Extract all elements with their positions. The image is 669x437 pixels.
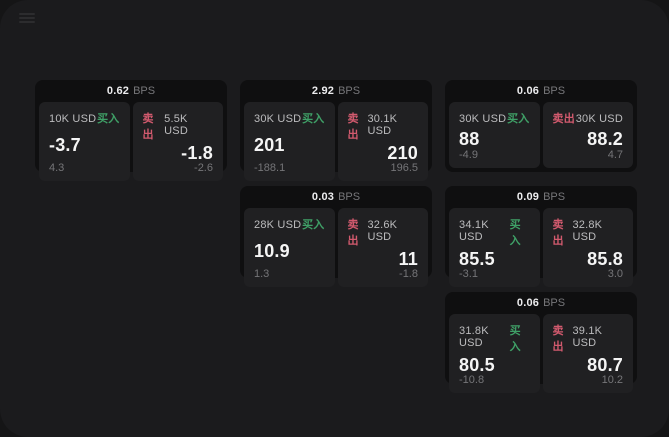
- buy-price: 80.5: [459, 355, 495, 375]
- bps-unit-label: BPS: [543, 297, 566, 309]
- quote-cards-grid: 0.62 BPS 10K USD 买入 -3.7 4.3 卖出 5.5K USD: [35, 80, 637, 393]
- buy-sub-value: -188.1: [254, 162, 286, 174]
- bps-unit-label: BPS: [338, 191, 361, 203]
- buy-side-label: 买入: [507, 113, 530, 125]
- card-header: 0.03 BPS: [244, 186, 428, 208]
- sell-amount: 39.1K USD: [572, 325, 603, 349]
- buy-side-label: 买入: [97, 113, 120, 125]
- quote-card: 2.92 BPS 30K USD 买入 201 -188.1 卖出 30.1K …: [240, 80, 432, 181]
- buy-side-label: 买入: [302, 219, 325, 231]
- buy-price: 88: [459, 128, 480, 149]
- sell-side-label: 卖出: [552, 219, 564, 247]
- sell-amount: 30K USD: [575, 113, 623, 125]
- buy-price: 201: [254, 135, 285, 155]
- sell-panel[interactable]: 卖出 32.6K USD 11 -1.8: [337, 208, 428, 287]
- bps-value: 2.92: [311, 85, 335, 97]
- sell-sub-value: 10.2: [601, 374, 623, 386]
- bps-unit-label: BPS: [338, 85, 361, 97]
- buy-amount: 34.1K USD: [459, 219, 489, 243]
- buy-sub-value: -10.8: [459, 374, 485, 386]
- sell-side-label: 卖出: [347, 219, 359, 247]
- sell-price: 210: [387, 143, 418, 163]
- hamburger-menu-icon[interactable]: [19, 11, 35, 25]
- buy-amount: 30K USD: [254, 113, 302, 125]
- card-header: 0.62 BPS: [39, 80, 223, 102]
- bps-unit-label: BPS: [543, 85, 566, 97]
- sell-sub-value: -2.6: [194, 162, 213, 174]
- sell-sub-value: 3.0: [607, 268, 623, 280]
- sell-price: 88.2: [587, 128, 623, 149]
- sell-panel[interactable]: 卖出 32.8K USD 85.8 3.0: [542, 208, 633, 287]
- sell-panel[interactable]: 卖出 5.5K USD -1.8 -2.6: [132, 102, 223, 181]
- buy-amount: 31.8K USD: [459, 325, 489, 349]
- sell-side-label: 卖出: [142, 113, 154, 141]
- quote-card: 0.62 BPS 10K USD 买入 -3.7 4.3 卖出 5.5K USD: [35, 80, 227, 181]
- sell-price: 11: [398, 249, 418, 269]
- sell-sub-value: -1.8: [399, 268, 418, 280]
- buy-price: 85.5: [459, 249, 495, 269]
- buy-panel[interactable]: 30K USD 买入 201 -188.1: [244, 102, 335, 181]
- bps-unit-label: BPS: [133, 85, 156, 97]
- sell-amount: 5.5K USD: [164, 113, 188, 137]
- sell-panel[interactable]: 卖出 39.1K USD 80.7 10.2: [542, 314, 633, 393]
- quote-card: 0.03 BPS 28K USD 买入 10.9 1.3 卖出 32.6K US…: [240, 186, 432, 287]
- buy-sub-value: -3.1: [459, 268, 478, 280]
- sell-sub-value: 196.5: [390, 162, 418, 174]
- bps-value: 0.62: [106, 85, 130, 97]
- buy-side-label: 买入: [509, 325, 521, 353]
- sell-side-label: 卖出: [347, 113, 359, 141]
- sell-sub-value: 4.7: [607, 149, 623, 161]
- buy-amount: 30K USD: [459, 113, 507, 125]
- bps-value: 0.06: [516, 85, 540, 97]
- card-header: 2.92 BPS: [244, 80, 428, 102]
- buy-sub-value: 1.3: [254, 268, 270, 280]
- buy-sub-value: 4.3: [49, 162, 65, 174]
- buy-panel[interactable]: 31.8K USD 买入 80.5 -10.8: [449, 314, 540, 393]
- sell-amount: 32.8K USD: [572, 219, 603, 243]
- sell-price: 85.8: [587, 249, 623, 269]
- sell-side-label: 卖出: [552, 113, 575, 125]
- buy-side-label: 买入: [302, 113, 325, 125]
- buy-panel[interactable]: 28K USD 买入 10.9 1.3: [244, 208, 335, 287]
- quote-card: 0.09 BPS 34.1K USD 买入 85.5 -3.1 卖出 32.8K…: [445, 186, 637, 287]
- buy-panel[interactable]: 10K USD 买入 -3.7 4.3: [39, 102, 130, 181]
- bps-value: 0.03: [311, 191, 335, 203]
- buy-sub-value: -4.9: [459, 149, 478, 161]
- sell-price: 80.7: [587, 355, 623, 375]
- card-header: 0.06 BPS: [449, 292, 633, 314]
- buy-price: -3.7: [49, 135, 81, 155]
- card-header: 0.09 BPS: [449, 186, 633, 208]
- sell-amount: 30.1K USD: [367, 113, 398, 137]
- sell-price: -1.8: [181, 143, 213, 163]
- buy-panel[interactable]: 30K USD 买入 88 -4.9: [449, 102, 540, 168]
- buy-panel[interactable]: 34.1K USD 买入 85.5 -3.1: [449, 208, 540, 287]
- bps-value: 0.09: [516, 191, 540, 203]
- bps-value: 0.06: [516, 297, 540, 309]
- buy-amount: 10K USD: [49, 113, 97, 125]
- sell-amount: 32.6K USD: [367, 219, 398, 243]
- bps-unit-label: BPS: [543, 191, 566, 203]
- sell-panel[interactable]: 卖出 30K USD 88.2 4.7: [542, 102, 633, 168]
- sell-side-label: 卖出: [552, 325, 564, 353]
- buy-price: 10.9: [254, 241, 290, 261]
- buy-amount: 28K USD: [254, 219, 302, 231]
- quote-card: 0.06 BPS 31.8K USD 买入 80.5 -10.8 卖出 39.1…: [445, 292, 637, 393]
- buy-side-label: 买入: [509, 219, 521, 247]
- card-header: 0.06 BPS: [449, 80, 633, 102]
- sell-panel[interactable]: 卖出 30.1K USD 210 196.5: [337, 102, 428, 181]
- quote-card: 0.06 BPS 30K USD 买入 88 -4.9 卖出 30K USD: [445, 80, 637, 172]
